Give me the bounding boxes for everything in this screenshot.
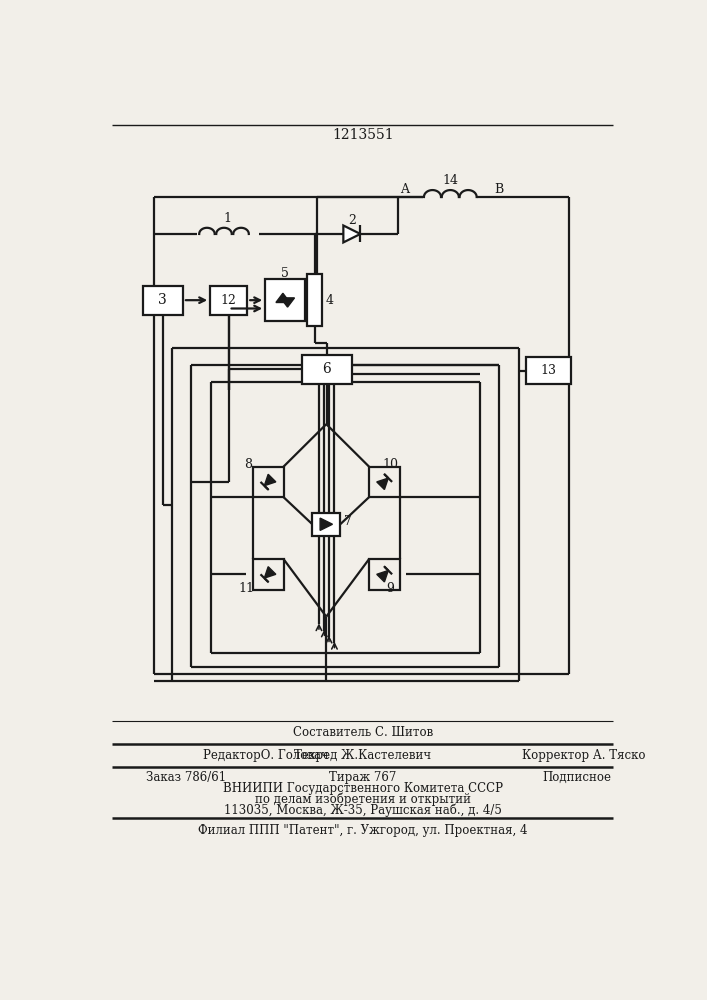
Text: Составитель С. Шитов: Составитель С. Шитов	[293, 726, 433, 739]
Text: B: B	[494, 183, 504, 196]
Text: 11: 11	[238, 582, 255, 595]
Text: 9: 9	[387, 582, 395, 595]
Polygon shape	[264, 474, 276, 486]
Text: 6: 6	[322, 362, 331, 376]
Bar	[265, 279, 305, 321]
Text: 10: 10	[382, 458, 399, 471]
Text: Подписное: Подписное	[542, 771, 611, 784]
Polygon shape	[320, 518, 332, 530]
Bar	[526, 357, 571, 384]
Text: 1: 1	[224, 212, 232, 225]
Text: 2: 2	[348, 214, 356, 227]
Text: 8: 8	[244, 458, 252, 471]
Text: Корректор А. Тяско: Корректор А. Тяско	[522, 749, 646, 762]
Polygon shape	[264, 567, 276, 578]
Polygon shape	[344, 225, 361, 242]
Text: Заказ 786/61: Заказ 786/61	[146, 771, 227, 784]
Text: A: A	[400, 183, 409, 196]
Bar	[312, 513, 340, 536]
Text: 7: 7	[344, 515, 352, 528]
Text: 14: 14	[443, 174, 458, 187]
Text: 5: 5	[281, 267, 289, 280]
Bar	[210, 286, 247, 315]
Polygon shape	[377, 478, 388, 490]
Bar	[301, 355, 352, 384]
Text: Тираж 767: Тираж 767	[329, 771, 397, 784]
Text: Филиал ППП "Патент", г. Ужгород, ул. Проектная, 4: Филиал ППП "Патент", г. Ужгород, ул. Про…	[198, 824, 527, 837]
Text: 13: 13	[541, 364, 556, 377]
Text: 12: 12	[221, 294, 237, 307]
Bar	[307, 274, 322, 326]
Text: 1213551: 1213551	[332, 128, 394, 142]
Text: 4: 4	[325, 294, 334, 307]
Text: РедакторО. Головач: РедакторО. Головач	[203, 749, 329, 762]
Polygon shape	[377, 570, 388, 582]
Text: 113035, Москва, Ж-35, Раушская наб., д. 4/5: 113035, Москва, Ж-35, Раушская наб., д. …	[224, 803, 502, 817]
Text: по делам изобретения и открытий: по делам изобретения и открытий	[255, 792, 471, 806]
Polygon shape	[276, 293, 290, 302]
Polygon shape	[281, 298, 295, 307]
Text: 3: 3	[158, 293, 167, 307]
Text: ВНИИПИ Государственного Комитета СССР: ВНИИПИ Государственного Комитета СССР	[223, 782, 503, 795]
Bar	[143, 286, 183, 315]
Text: Техред Ж.Кастелевич: Техред Ж.Кастелевич	[294, 749, 431, 762]
